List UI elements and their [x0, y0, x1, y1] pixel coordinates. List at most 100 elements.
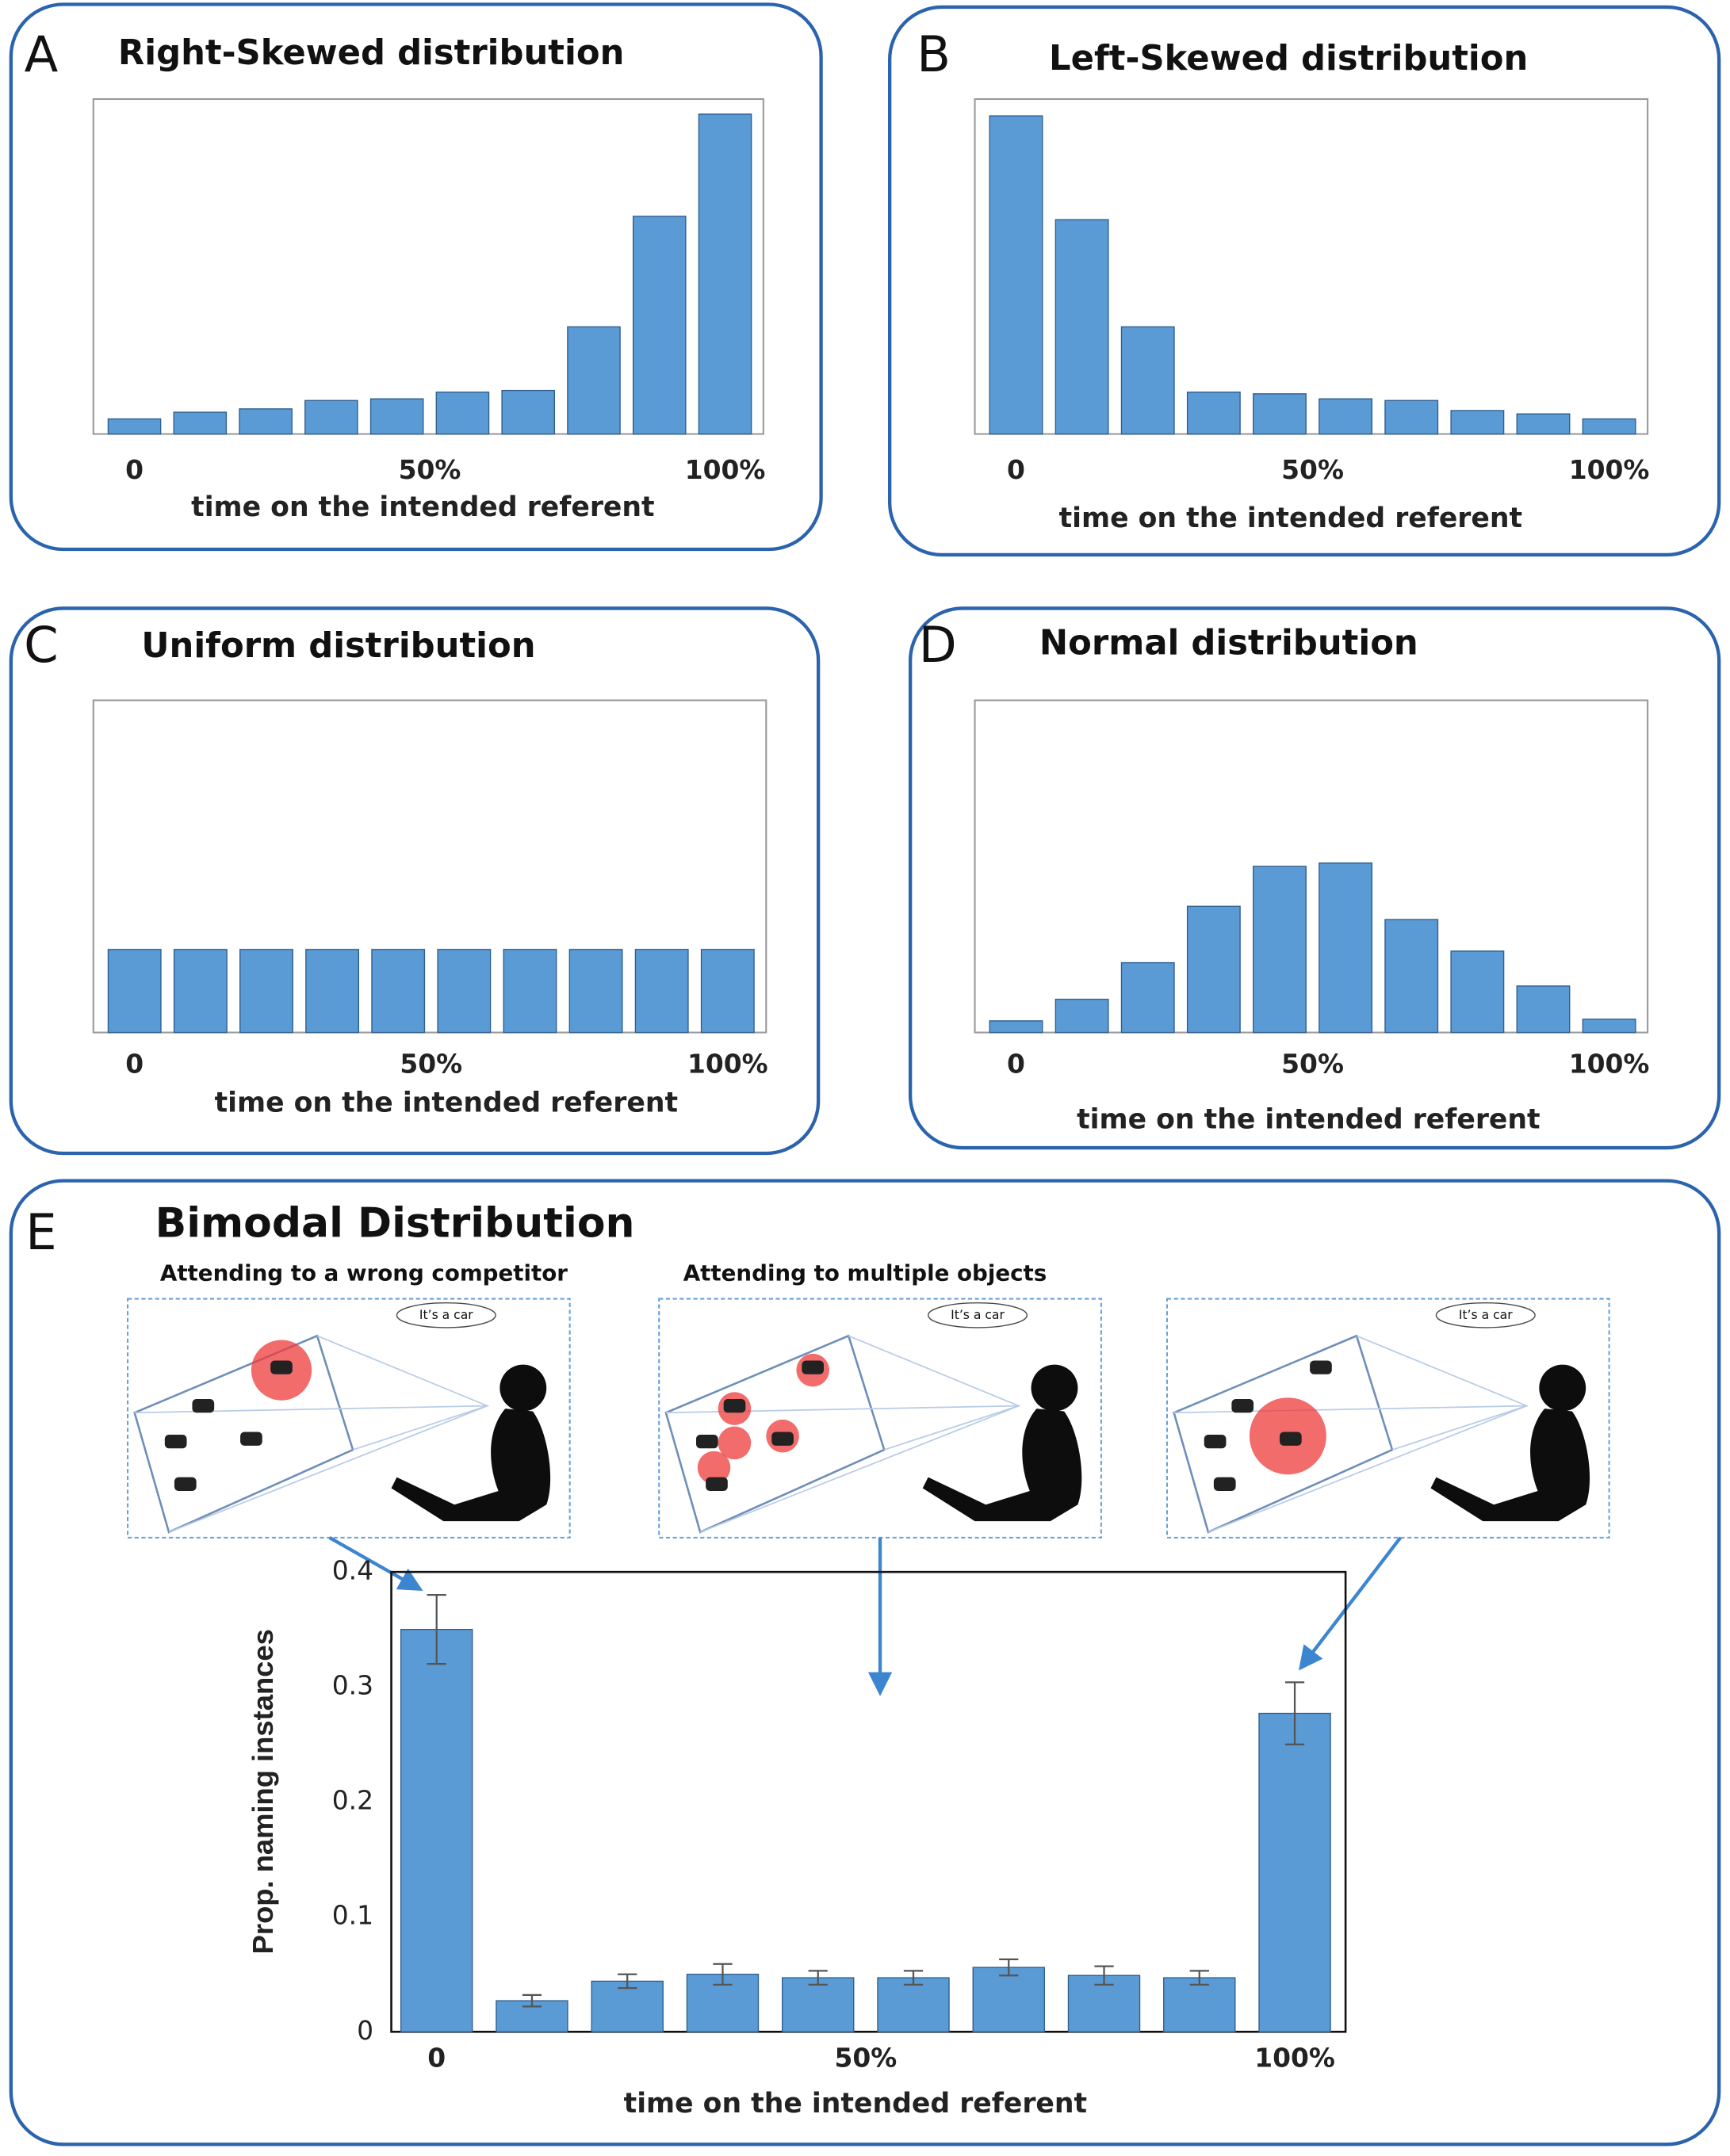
plot-frame [92, 699, 767, 1034]
sight-lines [1356, 1335, 1529, 1451]
speech-bubble [1435, 1302, 1536, 1328]
scene-frame [1165, 1298, 1610, 1539]
x-tick-label: 50% [399, 454, 461, 485]
arrows [328, 1535, 1403, 1696]
error-bar [522, 1994, 542, 2008]
bar [634, 949, 689, 1034]
y-tick-label: 0 [357, 2015, 373, 2046]
panel-title: Right-Skewed distribution [118, 33, 624, 73]
toy [723, 1398, 746, 1413]
bar [107, 949, 162, 1034]
error-bar [1094, 1965, 1114, 1986]
bar [107, 418, 162, 435]
x-tick-label: 100% [685, 454, 766, 485]
error-bar [1189, 1970, 1209, 1986]
bar [591, 1980, 664, 2032]
baby-body [922, 1409, 1082, 1522]
speech-text: It’s a car [1459, 1308, 1513, 1322]
sight-line [1173, 1405, 1527, 1414]
x-tick-label: 0 [427, 2042, 446, 2073]
plot-frame [390, 1570, 1347, 2033]
panel-frame [888, 5, 1721, 557]
bar [698, 113, 752, 435]
scene-caption: Attending to multiple objects [683, 1260, 1047, 1286]
x-tick-label: 100% [1569, 454, 1650, 485]
bar [437, 949, 492, 1034]
x-tick-label: 0 [1007, 454, 1025, 485]
x-tick-label: 50% [1281, 1049, 1344, 1080]
bar [1253, 866, 1307, 1034]
bar [1384, 919, 1439, 1034]
bar [1120, 326, 1175, 435]
panel-frame [9, 1179, 1721, 2146]
bar [371, 949, 426, 1034]
panel-letter: E [25, 1203, 56, 1261]
y-tick-label: 0.1 [332, 1900, 373, 1931]
panel-title: Left-Skewed distribution [1049, 39, 1528, 78]
panel-frame [9, 606, 821, 1156]
baby-head [499, 1364, 547, 1412]
error-bar [427, 1594, 446, 1665]
speech-bubble [927, 1302, 1028, 1328]
bar [1582, 418, 1636, 435]
panel-letter: A [25, 25, 59, 83]
x-tick-label: 0 [125, 454, 144, 485]
speech-text: It’s a car [419, 1308, 473, 1322]
panel-title: Uniform distribution [141, 626, 535, 666]
baby-body [1430, 1409, 1590, 1522]
toy [695, 1434, 718, 1449]
sight-line [168, 1405, 488, 1533]
bar [568, 949, 623, 1034]
bar [972, 1967, 1045, 2032]
bar [239, 408, 293, 435]
bar [1186, 392, 1241, 435]
bar [305, 949, 360, 1034]
bar [1516, 985, 1571, 1034]
plot-frame [92, 97, 764, 435]
x-axis-label: time on the intended referent [215, 1088, 678, 1119]
bar [877, 1977, 950, 2032]
speech-bubble [396, 1302, 496, 1328]
panel-letter: B [917, 25, 951, 83]
sight-line [1208, 1405, 1528, 1533]
panel-frame [9, 2, 823, 552]
bar [1450, 410, 1505, 435]
bar [1450, 950, 1505, 1034]
x-tick-label: 100% [1569, 1049, 1650, 1080]
bar [435, 392, 490, 435]
toy [771, 1432, 794, 1446]
bar [567, 326, 621, 435]
bar [1384, 399, 1439, 435]
x-tick-label: 100% [1254, 2042, 1335, 2073]
error-bar [903, 1970, 924, 1986]
scene-frame [127, 1298, 571, 1539]
x-tick-label: 0 [125, 1049, 144, 1080]
error-bar [999, 1958, 1019, 1977]
scene-caption: Attending to a wrong competitor [160, 1260, 568, 1286]
speech-text: It’s a car [951, 1308, 1005, 1322]
toy [270, 1360, 293, 1374]
table-top [664, 1334, 886, 1534]
x-axis-label: time on the intended referent [191, 491, 654, 523]
toy [802, 1360, 825, 1374]
toy [192, 1398, 215, 1413]
bar [1582, 1019, 1636, 1034]
sight-line [134, 1405, 488, 1414]
toy [1213, 1477, 1236, 1491]
scene: It’s a car [1165, 1298, 1610, 1539]
illustrations: It’s a car It’s a car It’s a car [127, 1298, 1610, 1539]
bar [1186, 905, 1241, 1034]
toy [240, 1432, 262, 1446]
x-tick-label: 50% [834, 2042, 897, 2073]
highlight [718, 1426, 752, 1460]
bar [369, 398, 424, 435]
bar [1516, 413, 1571, 435]
bar [1054, 998, 1109, 1034]
panel-frame [908, 606, 1721, 1150]
bar [782, 1977, 855, 2032]
x-tick-label: 100% [687, 1049, 768, 1080]
bar [1054, 219, 1109, 435]
error-bar [713, 1963, 733, 1986]
x-tick-label: 50% [1281, 454, 1344, 485]
error-bar [808, 1970, 828, 1986]
